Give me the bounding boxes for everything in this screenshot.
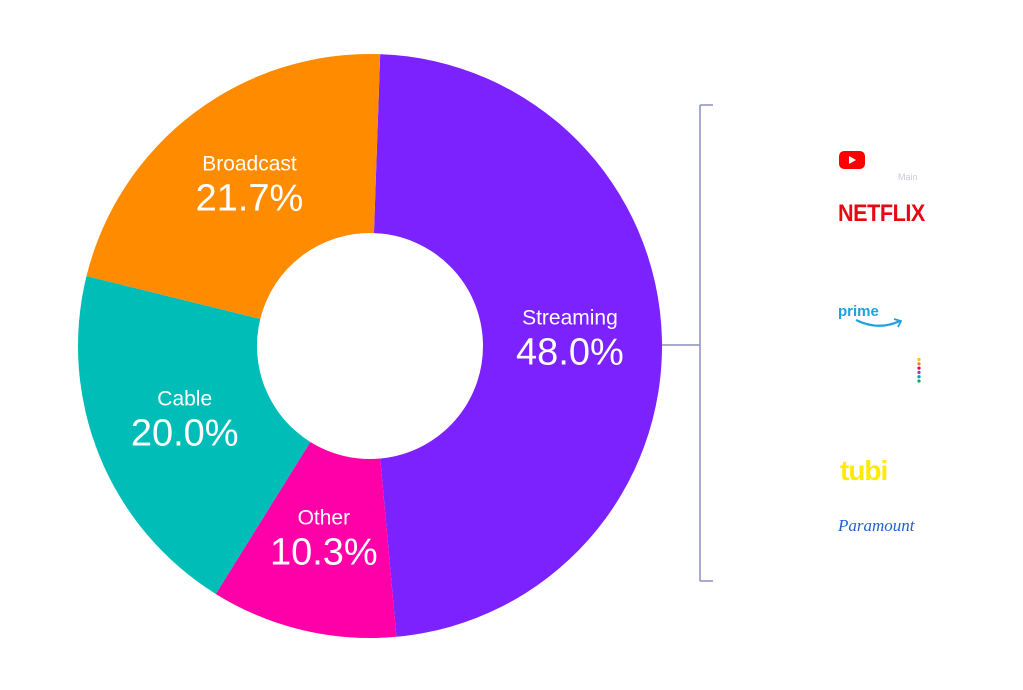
play-icon [849, 156, 856, 164]
netflix-logo: NETFLIX [838, 200, 925, 227]
slice-label-name: Other [298, 507, 351, 530]
slice-label-value: 21.7% [196, 177, 304, 219]
slice-label-value: 10.3% [270, 532, 378, 574]
paramount-logo: Paramount [838, 516, 915, 535]
prime-text: prime [838, 303, 879, 320]
peacock-dots-logo [917, 357, 921, 383]
youtube-logo [839, 151, 865, 169]
slice-label-name: Cable [157, 387, 212, 410]
slice-broadcast [86, 54, 381, 319]
streaming-bracket [662, 104, 713, 582]
slice-other [215, 441, 397, 638]
slice-label-value: 48.0% [516, 331, 624, 373]
slice-label-name: Broadcast [202, 152, 297, 175]
slice-label-name: Streaming [522, 306, 618, 329]
tubi-logo: tubi [840, 455, 888, 486]
slice-label-value: 20.0% [131, 412, 239, 454]
amazon-smile-icon [855, 318, 902, 328]
prime-logo: prime [838, 303, 902, 328]
slice-cable [77, 275, 311, 594]
slices [77, 54, 662, 638]
youtube-sublabel: Main [898, 172, 918, 182]
slice-streaming [373, 54, 662, 637]
